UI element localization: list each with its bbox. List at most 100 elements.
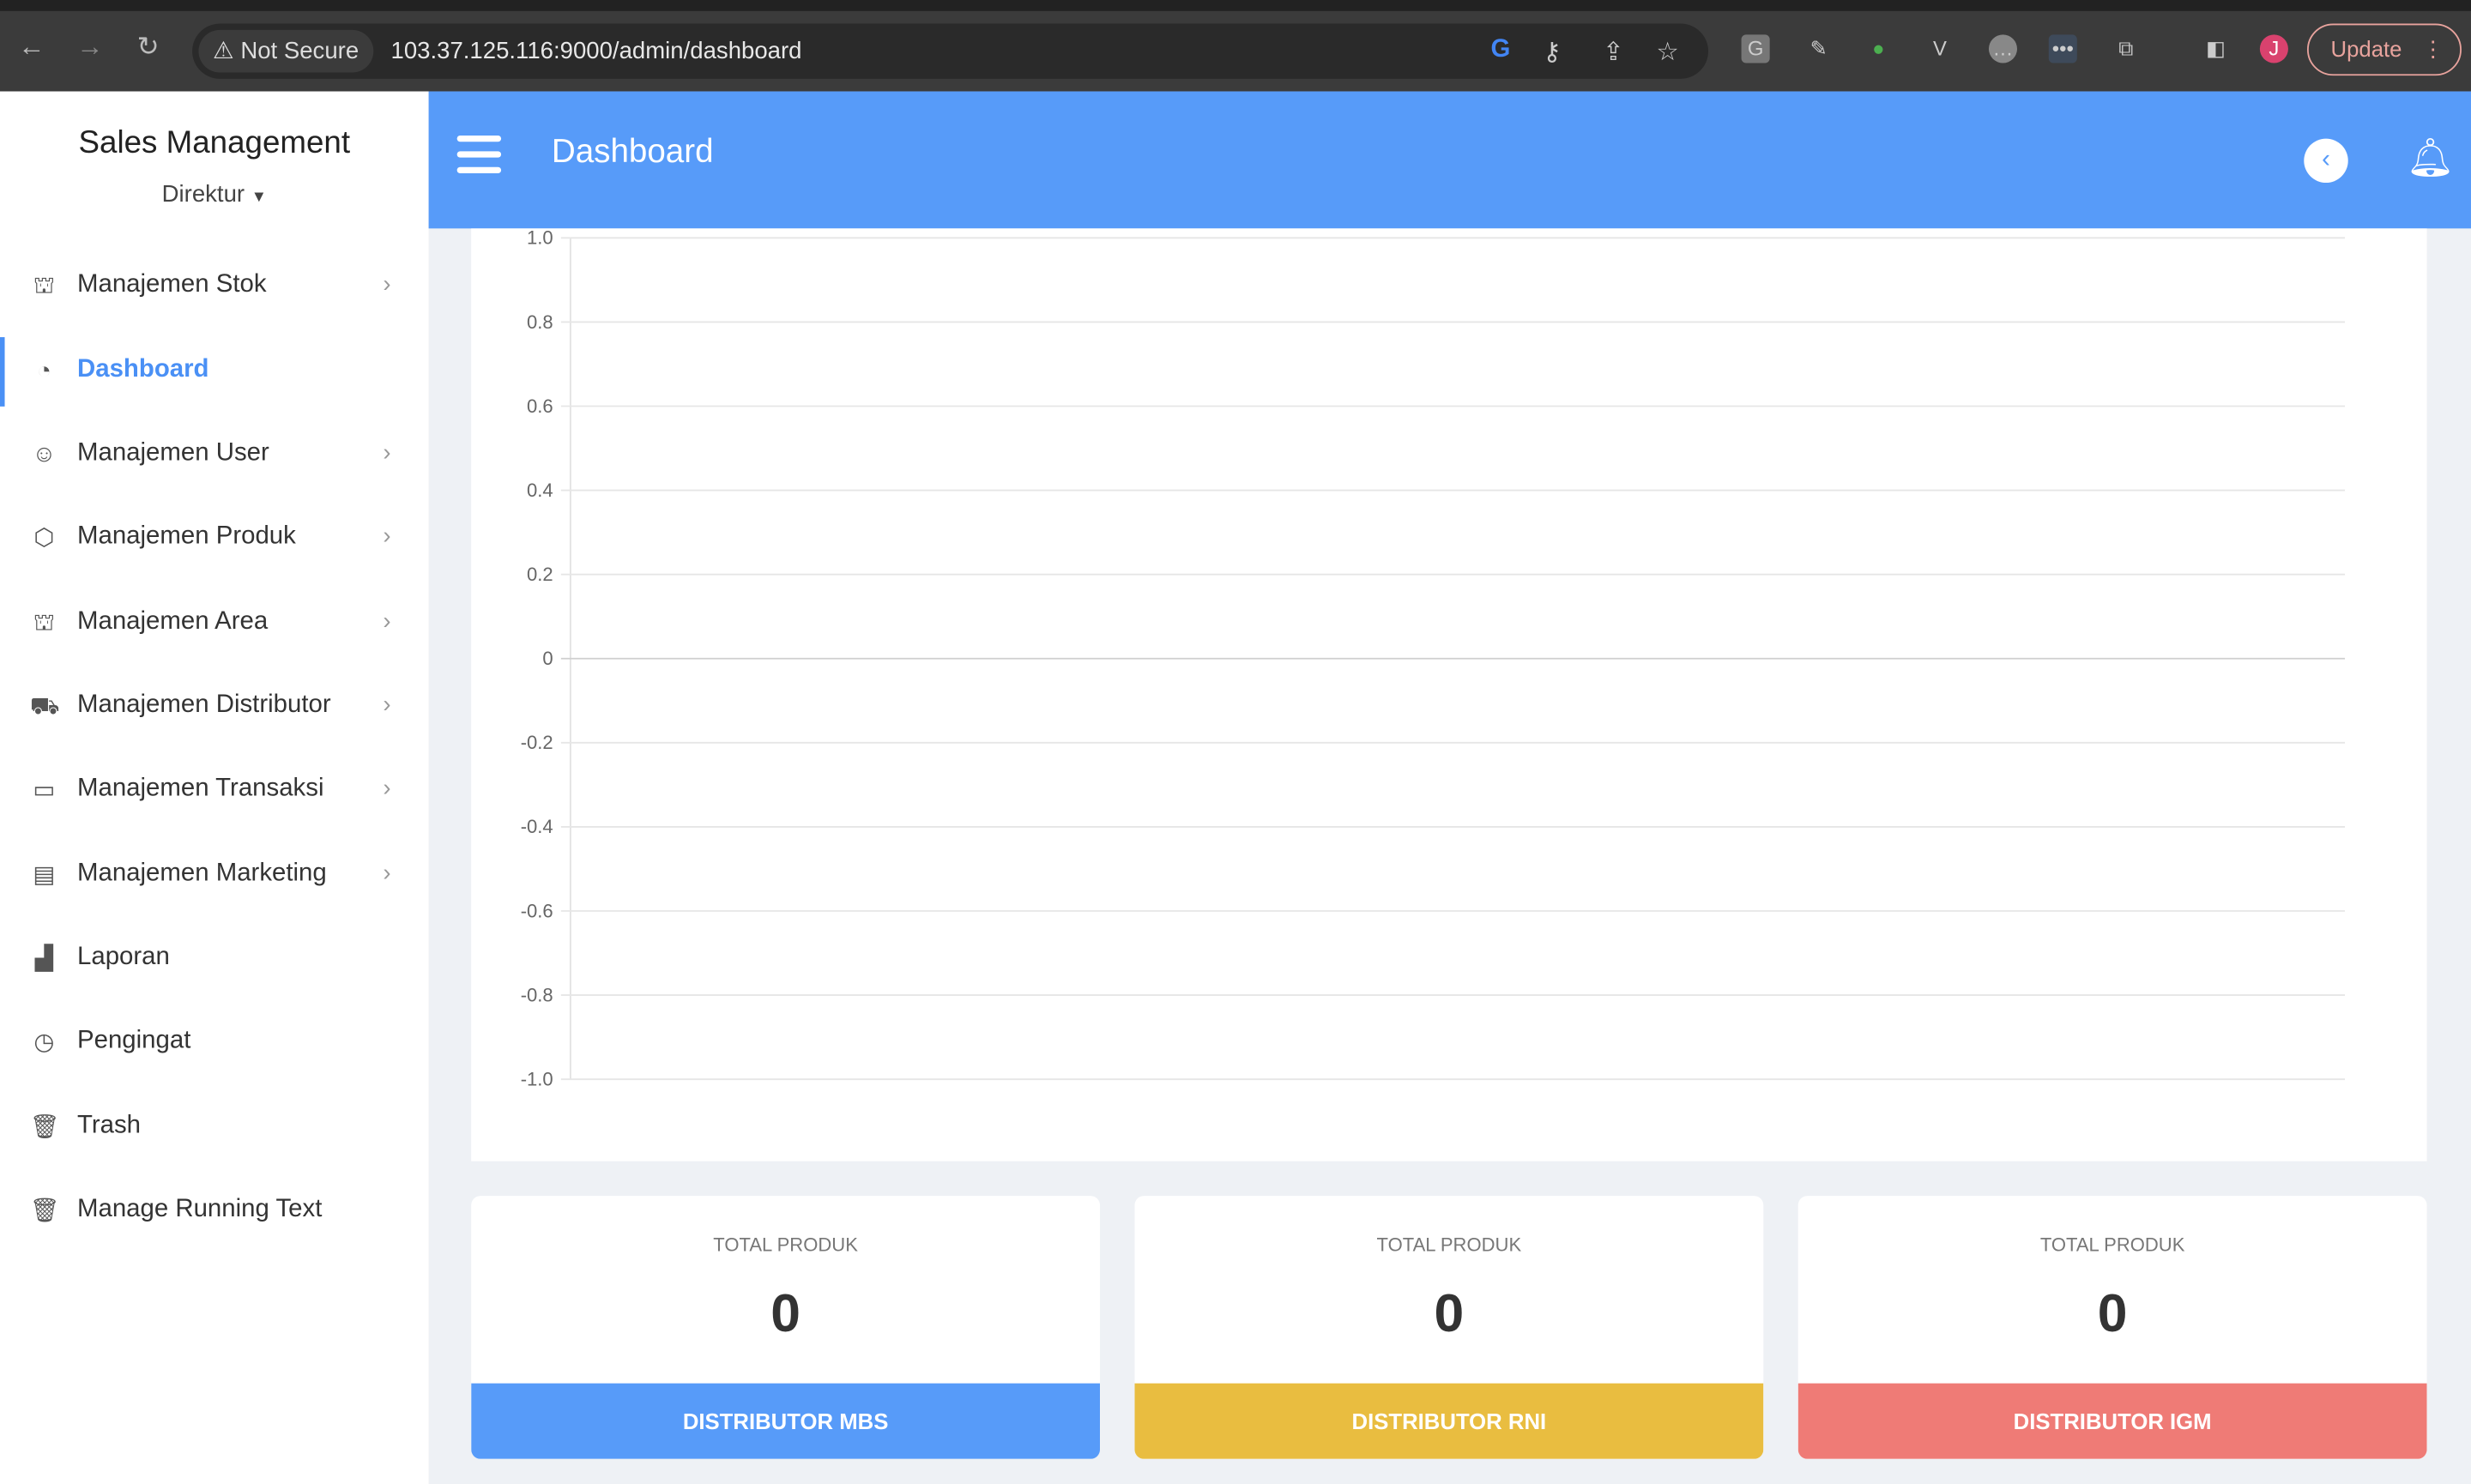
sidebar-item-label: Manajemen Stok: [76, 270, 267, 299]
sidebar-item-dashboard[interactable]: ◔ Dashboard: [0, 334, 429, 409]
caret-down-icon: ▼: [251, 189, 267, 207]
stat-value: 0: [770, 1283, 801, 1344]
stat-title: TOTAL PRODUK: [2039, 1234, 2185, 1256]
key-icon[interactable]: ⚷: [1543, 39, 1562, 67]
url-text[interactable]: 103.37.125.116:9000/admin/dashboard: [390, 38, 802, 65]
reload-icon[interactable]: ↻: [136, 31, 160, 62]
chevron-right-icon: ›: [383, 439, 391, 467]
y-tick-label: 0.4: [527, 480, 553, 501]
clock-icon: ◷: [33, 1029, 55, 1056]
sidebar-item-laporan[interactable]: ▟ Laporan: [0, 921, 429, 997]
google-icon[interactable]: G: [1490, 36, 1511, 63]
extension-g-icon[interactable]: G: [1741, 34, 1770, 63]
chart-card: 1.0 0.8 0.6 0.4 0.2 0 -0.2 -0.4 -0.6 -0.8 -1.0: [471, 227, 2427, 1161]
sidebar-item-label: Manage Running Text: [76, 1196, 323, 1223]
update-label: Update: [2330, 36, 2402, 62]
stat-title: TOTAL PRODUK: [1376, 1234, 1522, 1256]
active-indicator: [0, 337, 5, 407]
chevron-right-icon: ›: [383, 860, 391, 888]
stat-card: TOTAL PRODUK 0 DISTRIBUTOR MBS: [471, 1196, 1101, 1459]
extensions-puzzle-icon[interactable]: ⧉: [2118, 36, 2134, 60]
stat-value: 0: [2097, 1283, 2128, 1344]
browser-toolbar: ← → ↻ ⚠ Not Secure 103.37.125.116:9000/a…: [0, 0, 2471, 92]
chevron-right-icon: ›: [383, 775, 391, 802]
stat-card: TOTAL PRODUK 0 DISTRIBUTOR RNI: [1134, 1196, 1764, 1459]
y-tick-label: -0.2: [521, 732, 553, 753]
menu-dots-icon: ⋮: [2422, 36, 2444, 62]
money-icon: ▭: [33, 776, 56, 804]
security-chip[interactable]: ⚠ Not Secure: [198, 29, 373, 73]
update-button[interactable]: Update ⋮: [2306, 23, 2462, 76]
evernote-icon[interactable]: ●: [1872, 36, 1885, 60]
sidebar-item-manajemen-marketing[interactable]: ▤ Manajemen Marketing ›: [0, 838, 429, 914]
sidebar-item-label: Laporan: [76, 944, 170, 971]
y-tick-label: -0.6: [521, 900, 553, 921]
share-icon[interactable]: ⇪: [1602, 39, 1624, 67]
sidebar-item-manajemen-produk[interactable]: ⬡ Manajemen Produk ›: [0, 501, 429, 576]
sidebar-item-label: Dashboard: [76, 356, 209, 383]
sidebar-item-label: Trash: [76, 1112, 142, 1139]
speedometer-icon: ◔: [37, 357, 51, 385]
extension-pen-icon[interactable]: ✎: [1809, 36, 1828, 60]
y-tick-label: -0.8: [521, 984, 553, 1005]
role-label: Direktur: [161, 181, 245, 208]
sidebar-item-label: Manajemen Transaksi: [76, 775, 324, 802]
chevron-right-icon: ›: [383, 607, 391, 636]
stat-card: TOTAL PRODUK 0 DISTRIBUTOR IGM: [1797, 1196, 2427, 1459]
y-tick-label: 0: [542, 648, 553, 669]
sidebar-item-manage-running-text[interactable]: 🗑︎ Manage Running Text: [0, 1173, 429, 1249]
distributor-footer-button[interactable]: DISTRIBUTOR MBS: [471, 1383, 1101, 1459]
side-panel-icon[interactable]: ◧: [2206, 36, 2226, 60]
address-bar[interactable]: ⚠ Not Secure 103.37.125.116:9000/admin/d…: [192, 23, 1709, 79]
stat-value: 0: [1434, 1283, 1465, 1344]
distributor-footer-button[interactable]: DISTRIBUTOR RNI: [1134, 1383, 1764, 1459]
sidebar-item-label: Pengingat: [76, 1027, 191, 1054]
pallet-icon: ⛫: [33, 609, 56, 637]
empty-chart: 1.0 0.8 0.6 0.4 0.2 0 -0.2 -0.4 -0.6 -0.8 -1.0: [521, 227, 2346, 1090]
hamburger-menu-icon[interactable]: [456, 135, 502, 174]
chevron-right-icon: ›: [383, 691, 391, 719]
chevron-right-icon: ›: [383, 270, 391, 299]
y-tick-label: -0.4: [521, 816, 553, 837]
sidebar-item-trash[interactable]: 🗑︎ Trash: [0, 1090, 429, 1166]
user-icon: ☺: [32, 441, 57, 468]
sidebar-item-manajemen-user[interactable]: ☺ Manajemen User ›: [0, 418, 429, 493]
alarm-clock-icon[interactable]: ‹: [2304, 138, 2348, 184]
sidebar-item-manajemen-distributor[interactable]: ⛟ Manajemen Distributor ›: [0, 670, 429, 745]
back-icon[interactable]: ←: [18, 31, 45, 62]
distributor-footer-button[interactable]: DISTRIBUTOR IGM: [1797, 1383, 2427, 1459]
sidebar-item-label: Manajemen Produk: [76, 522, 296, 551]
bar-chart-icon: ▟: [34, 945, 54, 973]
trash-icon: 🗑︎: [29, 1113, 60, 1141]
box-icon: ⬡: [33, 524, 55, 552]
star-icon[interactable]: ☆: [1656, 39, 1679, 67]
sidebar-item-pengingat[interactable]: ◷ Pengingat: [0, 1005, 429, 1081]
app-brand: Sales Management: [78, 125, 351, 161]
y-tick-label: 0.6: [527, 395, 553, 417]
sidebar-item-manajemen-stok[interactable]: ⛫ Manajemen Stok ›: [0, 249, 429, 324]
page-title: Dashboard: [551, 134, 714, 171]
sidebar-item-label: Manajemen Marketing: [76, 860, 327, 888]
extension-v-icon[interactable]: V: [1933, 36, 1947, 60]
chart-monitor-icon: ▤: [33, 861, 56, 889]
sidebar-item-label: Manajemen Distributor: [76, 691, 331, 719]
trash-icon: 🗑︎: [29, 1197, 60, 1225]
extension-chat-icon[interactable]: …: [1988, 34, 2018, 63]
top-header: Dashboard ‹ 🔔︎: [428, 91, 2471, 229]
y-tick-label: 0.8: [527, 311, 553, 333]
y-tick-label: -1.0: [521, 1069, 553, 1090]
sidebar-item-label: Manajemen Area: [76, 607, 269, 636]
bell-icon[interactable]: 🔔︎: [2406, 136, 2455, 180]
role-dropdown[interactable]: Direktur ▼: [0, 181, 429, 208]
security-label: Not Secure: [240, 38, 359, 65]
profile-avatar[interactable]: J: [2259, 34, 2288, 63]
y-tick-label: 1.0: [527, 228, 553, 248]
sidebar-item-manajemen-area[interactable]: ⛫ Manajemen Area ›: [0, 586, 429, 661]
stat-title: TOTAL PRODUK: [713, 1234, 858, 1256]
chevron-right-icon: ›: [383, 522, 391, 551]
sidebar: Sales Management Direktur ▼ ⛫ Manajemen S…: [0, 91, 429, 1484]
extension-dots-icon[interactable]: •••: [2048, 34, 2077, 63]
sidebar-item-manajemen-transaksi[interactable]: ▭ Manajemen Transaksi ›: [0, 753, 429, 829]
forward-icon[interactable]: →: [76, 31, 104, 62]
y-tick-label: 0.2: [527, 564, 553, 585]
